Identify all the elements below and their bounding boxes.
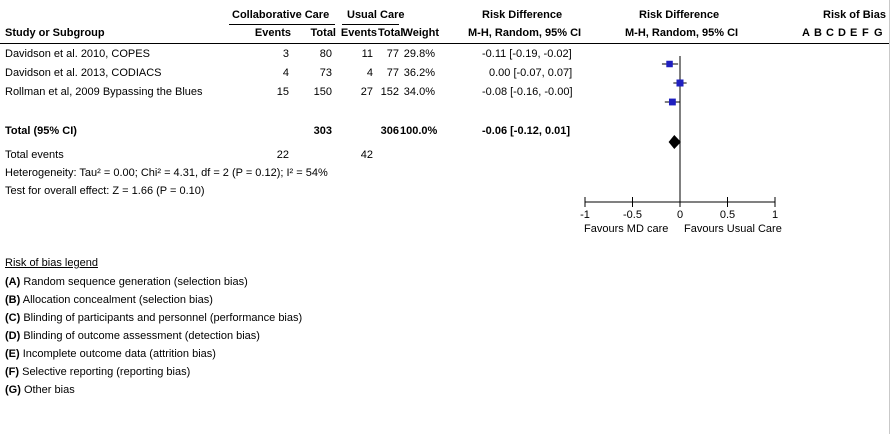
study-total-collab: 80	[319, 48, 332, 60]
bias-legend-key: (C)	[5, 312, 21, 324]
study-events-collab: 15	[276, 86, 289, 98]
study-total-collab: 150	[313, 86, 332, 98]
bias-legend-text: Incomplete outcome data (attrition bias)	[19, 348, 216, 360]
study-events-usual: 11	[361, 48, 373, 60]
bias-legend-item-b: (B) Allocation concealment (selection bi…	[5, 294, 213, 307]
x-axis-tick-label: 0.5	[720, 209, 735, 221]
study-point	[666, 60, 673, 68]
study-name: Davidson et al. 2013, CODIACS	[5, 67, 162, 79]
study-name: Davidson et al. 2010, COPES	[5, 48, 150, 60]
favours-left-label: Favours MD care	[584, 223, 669, 235]
study-events-usual: 4	[366, 67, 373, 79]
header-events-collab: Events	[254, 27, 291, 39]
total-ci: -0.06 [-0.12, 0.01]	[482, 125, 571, 137]
study-total-usual: 77	[386, 67, 399, 79]
study-name: Rollman et al, 2009 Bypassing the Blues	[5, 86, 203, 98]
x-axis-tick-label: -0.5	[623, 209, 642, 221]
bias-legend-key: (F)	[5, 366, 20, 378]
study-ci: -0.11 [-0.19, -0.02]	[482, 48, 572, 60]
collab-care-underline	[229, 24, 335, 25]
total-weight: 100.0%	[400, 125, 438, 137]
bias-legend-text: Selective reporting (reporting bias)	[19, 366, 191, 378]
bias-letter-a: A	[802, 27, 810, 39]
bias-letter-e: E	[850, 27, 858, 39]
favours-right-label: Favours Usual Care	[684, 223, 782, 235]
bias-legend-key: (D)	[5, 330, 21, 342]
study-weight: 36.2%	[403, 67, 435, 79]
header-collaborative-care: Collaborative Care	[232, 9, 330, 21]
bias-legend-text: Allocation concealment (selection bias)	[20, 294, 213, 306]
header-total-collab: Total	[310, 27, 336, 39]
study-events-collab: 3	[282, 48, 289, 60]
bias-legend-item-a: (A) Random sequence generation (selectio…	[5, 276, 248, 289]
study-total-usual: 152	[380, 86, 399, 98]
header-rule	[0, 43, 889, 44]
right-edge-border	[889, 0, 890, 434]
bias-legend-item-d: (D) Blinding of outcome assessment (dete…	[5, 330, 260, 343]
total-collab: 303	[313, 125, 332, 137]
study-total-usual: 77	[386, 48, 399, 60]
total-usual: 306	[380, 125, 399, 137]
total-events-usual: 42	[360, 149, 373, 161]
header-method-col: M-H, Random, 95% CI	[468, 27, 582, 39]
study-total-collab: 73	[319, 67, 332, 79]
study-events-usual: 27	[360, 86, 373, 98]
study-weight: 34.0%	[403, 86, 435, 98]
header-weight: Weight	[402, 27, 439, 39]
bias-letter-f: F	[862, 27, 869, 39]
header-total-usual: Total	[378, 27, 404, 39]
pooled-diamond	[668, 135, 681, 149]
bias-legend-text: Other bias	[20, 384, 75, 396]
header-events-usual: Events	[340, 27, 377, 39]
header-risk-difference-col: Risk Difference	[482, 9, 563, 21]
x-axis-tick-label: -1	[580, 209, 590, 221]
bias-legend-text: Random sequence generation (selection bi…	[20, 276, 248, 288]
bias-legend-key: (B)	[5, 294, 21, 306]
bias-legend-text: Blinding of outcome assessment (detectio…	[20, 330, 260, 342]
usual-care-underline	[342, 24, 399, 25]
study-point	[668, 98, 676, 106]
total-events-collab: 22	[276, 149, 289, 161]
bias-letter-g: G	[874, 27, 883, 39]
study-ci: -0.08 [-0.16, -0.00]	[482, 86, 573, 98]
x-axis-tick-label: 0	[677, 209, 683, 221]
header-method-plot: M-H, Random, 95% CI	[625, 27, 739, 39]
study-events-collab: 4	[282, 67, 289, 79]
study-weight: 29.8%	[403, 48, 435, 60]
total-label: Total (95% CI)	[5, 125, 77, 137]
bias-legend-key: (E)	[5, 348, 20, 360]
total-events-label: Total events	[5, 149, 64, 161]
header-risk-difference-plot: Risk Difference	[639, 9, 720, 21]
bias-letter-c: C	[826, 27, 834, 39]
study-point	[676, 79, 684, 87]
bias-legend-item-c: (C) Blinding of participants and personn…	[5, 312, 302, 325]
header-risk-of-bias: Risk of Bias	[823, 9, 886, 21]
overall-effect-text: Test for overall effect: Z = 1.66 (P = 0…	[5, 185, 205, 197]
header-usual-care: Usual Care	[347, 9, 405, 21]
bias-legend-key: (A)	[5, 276, 21, 288]
bias-legend-title: Risk of bias legend	[5, 257, 98, 269]
bias-legend-text: Blinding of participants and personnel (…	[20, 312, 303, 324]
bias-legend-key: (G)	[5, 384, 21, 396]
bias-legend-item-g: (G) Other bias	[5, 384, 75, 397]
study-ci: 0.00 [-0.07, 0.07]	[489, 67, 573, 79]
bias-letter-b: B	[814, 27, 822, 39]
heterogeneity-text: Heterogeneity: Tau² = 0.00; Chi² = 4.31,…	[5, 167, 328, 179]
bias-legend-item-e: (E) Incomplete outcome data (attrition b…	[5, 348, 216, 361]
x-axis-tick-label: 1	[772, 209, 778, 221]
bias-letter-d: D	[838, 27, 846, 39]
header-study-or-subgroup: Study or Subgroup	[5, 27, 105, 39]
bias-legend-item-f: (F) Selective reporting (reporting bias)	[5, 366, 190, 379]
